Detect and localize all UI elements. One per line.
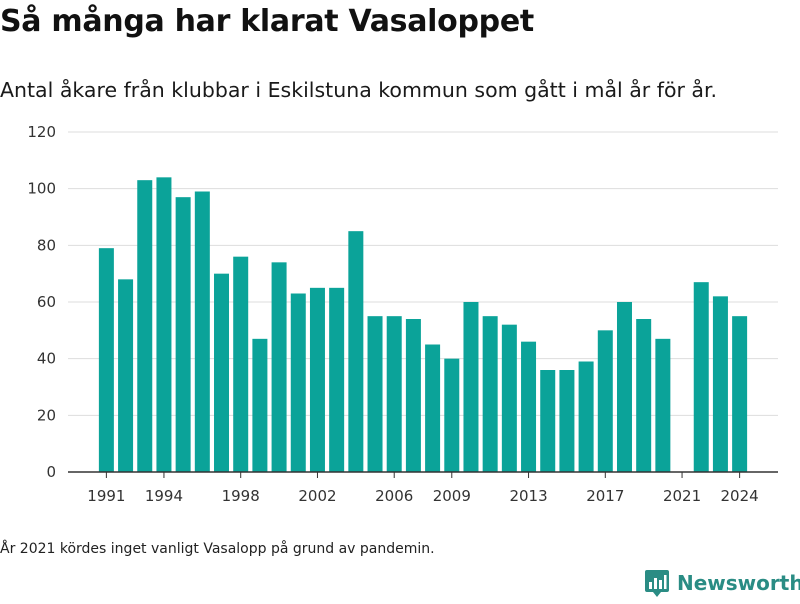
y-tick-label-100: 100 bbox=[27, 180, 56, 198]
bar-2002 bbox=[309, 287, 325, 472]
x-tick-label-2006: 2006 bbox=[375, 487, 413, 505]
bar-2020 bbox=[655, 338, 671, 472]
bar-2016 bbox=[578, 361, 594, 472]
bar-2003 bbox=[329, 287, 345, 472]
bar-2015 bbox=[559, 370, 575, 472]
x-tick-label-2002: 2002 bbox=[298, 487, 336, 505]
bar-2006 bbox=[386, 316, 402, 472]
y-tick-label-20: 20 bbox=[37, 406, 56, 424]
bar-2008 bbox=[425, 344, 441, 472]
bar-2014 bbox=[540, 370, 556, 472]
bar-1998 bbox=[233, 256, 249, 472]
bar-1993 bbox=[137, 180, 153, 472]
x-tick-label-2013: 2013 bbox=[509, 487, 547, 505]
bar-2022 bbox=[693, 282, 709, 472]
x-tick-label-2024: 2024 bbox=[721, 487, 759, 505]
bar-1992 bbox=[118, 279, 134, 472]
bar-2013 bbox=[521, 341, 537, 472]
y-tick-label-120: 120 bbox=[27, 123, 56, 141]
y-tick-label-40: 40 bbox=[37, 350, 56, 368]
bar-1999 bbox=[252, 338, 268, 472]
bar-2018 bbox=[616, 302, 632, 472]
footnote: År 2021 kördes inget vanligt Vasalopp på… bbox=[0, 541, 435, 557]
bar-2010 bbox=[463, 302, 479, 472]
bar-2024 bbox=[732, 316, 748, 472]
bar-2012 bbox=[501, 324, 517, 472]
y-tick-label-80: 80 bbox=[37, 236, 56, 254]
brand-name: Newsworthy bbox=[677, 571, 800, 595]
x-tick-label-2009: 2009 bbox=[433, 487, 471, 505]
chart-title: Så många har klarat Vasaloppet bbox=[0, 4, 534, 39]
x-tick-label-1998: 1998 bbox=[222, 487, 260, 505]
x-tick-label-1991: 1991 bbox=[87, 487, 125, 505]
bar-1996 bbox=[194, 191, 210, 472]
bar-2001 bbox=[290, 293, 306, 472]
bar-2019 bbox=[636, 319, 652, 472]
y-tick-label-60: 60 bbox=[37, 293, 56, 311]
bar-1997 bbox=[214, 273, 230, 472]
x-tick-label-2017: 2017 bbox=[586, 487, 624, 505]
y-tick-label-0: 0 bbox=[46, 463, 56, 481]
bar-1995 bbox=[175, 197, 191, 472]
bar-2017 bbox=[597, 330, 613, 472]
bar-2011 bbox=[482, 316, 498, 472]
bar-2023 bbox=[712, 296, 728, 472]
x-tick-label-2021: 2021 bbox=[663, 487, 701, 505]
bar-2005 bbox=[367, 316, 383, 472]
bar-1991 bbox=[98, 248, 114, 472]
newsworthy-logo-icon bbox=[645, 570, 669, 597]
x-tick-label-1994: 1994 bbox=[145, 487, 183, 505]
bar-1994 bbox=[156, 177, 172, 473]
bar-2004 bbox=[348, 231, 364, 472]
bar-2009 bbox=[444, 358, 460, 472]
bar-2007 bbox=[405, 319, 421, 472]
brand-logo[interactable]: Newsworthy bbox=[644, 566, 800, 600]
chart-subtitle: Antal åkare från klubbar i Eskilstuna ko… bbox=[0, 78, 718, 102]
bar-2000 bbox=[271, 262, 287, 472]
